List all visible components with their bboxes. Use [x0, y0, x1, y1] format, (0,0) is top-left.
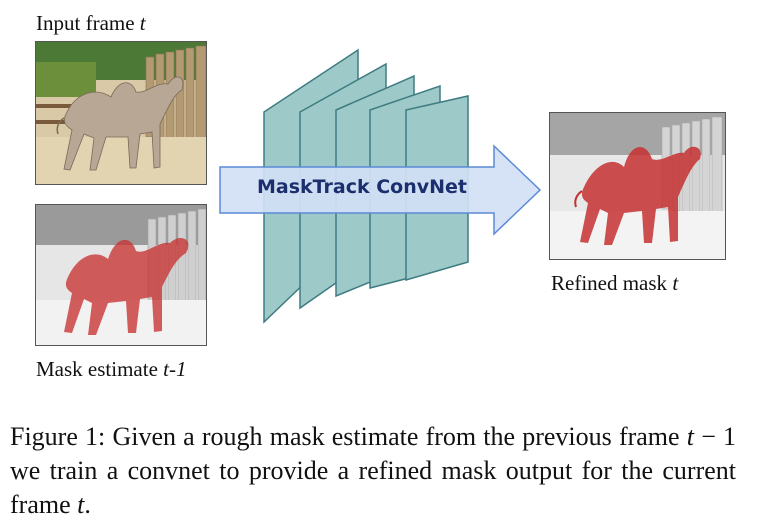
- input-frame-label-text: Input frame: [36, 11, 135, 35]
- convnet-label: MaskTrack ConvNet: [256, 176, 468, 198]
- refined-mask-label-text: Refined mask: [551, 271, 668, 295]
- mask-estimate-image: [35, 204, 207, 346]
- caption-suffix: .: [84, 490, 91, 519]
- refined-mask-image: [549, 112, 726, 260]
- right-arrow: [219, 144, 542, 236]
- refined-mask-label: Refined mask t: [551, 271, 678, 295]
- mask-estimate-label: Mask estimate t-1: [36, 357, 186, 381]
- figure-caption: Figure 1: Given a rough mask estimate fr…: [10, 420, 736, 522]
- refined-mask-var: t: [672, 271, 679, 295]
- mask-estimate-var: t-1: [163, 357, 187, 381]
- caption-var-t-minus: t: [686, 422, 694, 451]
- mask-estimate-label-text: Mask estimate: [36, 357, 158, 381]
- caption-prefix: Figure 1: Given a rough mask estimate fr…: [10, 422, 680, 451]
- input-frame-var: t: [139, 11, 146, 35]
- input-frame-label: Input frame t: [36, 11, 146, 35]
- input-frame-image: [35, 41, 207, 185]
- caption-var-t: t: [77, 490, 85, 519]
- caption-middle: − 1 we train a convnet to provide a refi…: [10, 422, 737, 519]
